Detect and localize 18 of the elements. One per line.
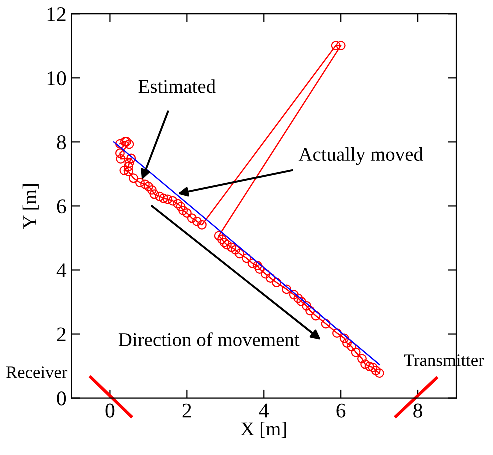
y-tick-label: 8 [57,136,66,150]
x-axis-title: X [m] [241,422,286,438]
x-tick-label: 6 [336,404,346,418]
x-tick-label: 2 [182,404,192,418]
y-tick-label: 6 [57,200,66,214]
annotation: Estimated [138,80,216,94]
annotation: Direction of movement [118,332,300,347]
x-tick-label: 4 [259,404,270,418]
x-tick-label: 0 [106,404,115,418]
x-tick-label: 8 [414,404,422,418]
y-axis-title: Y [m] [22,184,39,230]
y-tick-label: 12 [48,8,66,22]
y-tick-label: 2 [57,328,66,342]
y-tick-label: 10 [48,72,66,86]
annotation: Actually moved [298,147,424,166]
y-tick-label: 0 [57,392,66,406]
y-tick-label: 4 [56,264,67,278]
text: Receiver [6,366,68,378]
